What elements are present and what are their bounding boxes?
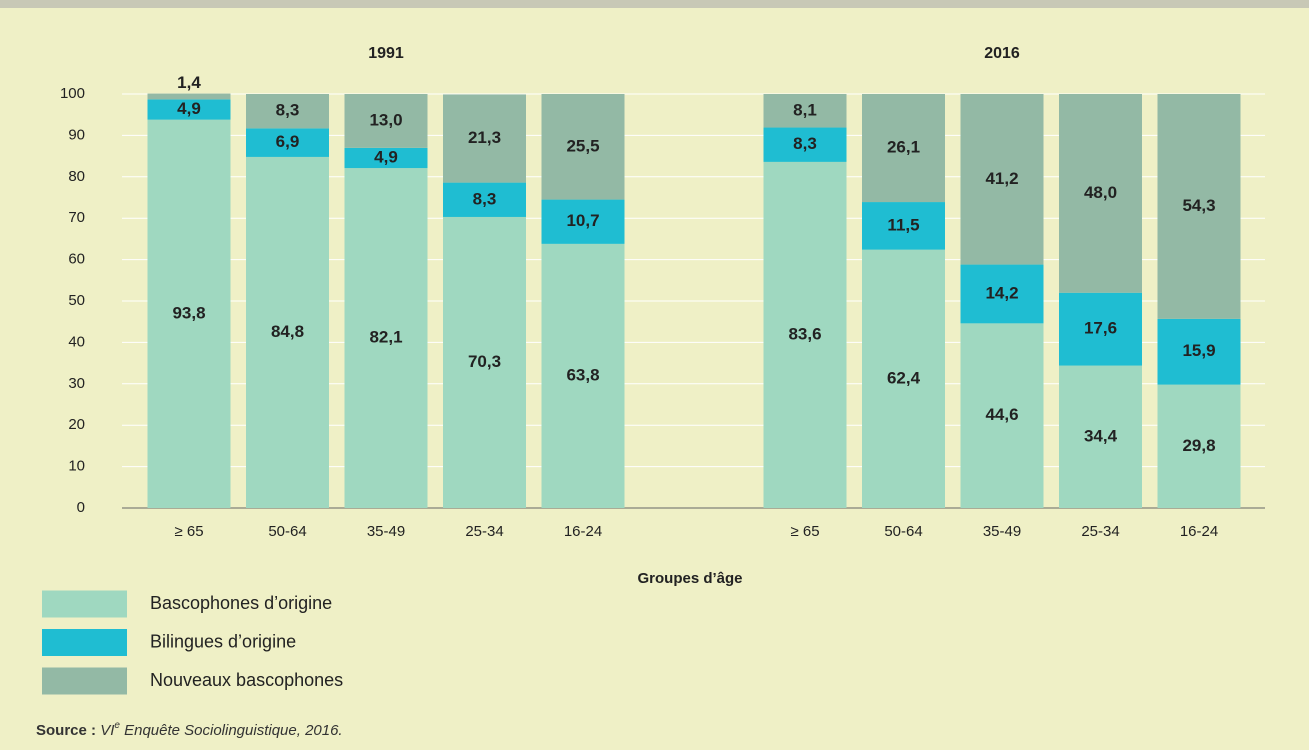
bar-segment [541, 243, 625, 509]
bar-segment [1157, 318, 1241, 385]
bar-segment [960, 94, 1044, 265]
value-label: 44,6 [985, 405, 1018, 424]
value-label: 26,1 [887, 138, 920, 157]
top-band [0, 0, 1309, 8]
value-label: 13,0 [369, 110, 402, 129]
value-label: 17,6 [1084, 319, 1117, 338]
bar-segment [344, 147, 428, 169]
y-tick-label: 30 [68, 375, 85, 392]
legend-swatch [42, 629, 127, 656]
value-label: 70,3 [468, 352, 501, 371]
source-text: Enquête Sociolinguistique, 2016. [120, 722, 343, 739]
bar-segment [541, 94, 625, 200]
bar-segment [1059, 365, 1142, 508]
value-label: 8,1 [793, 100, 817, 119]
bar-segment [443, 94, 526, 183]
y-tick-label: 20 [68, 416, 85, 433]
source-sup: e [114, 720, 120, 731]
bar-segment [763, 127, 847, 162]
bar-segment [1059, 94, 1142, 293]
bar-segment [147, 93, 231, 100]
bar-segment [147, 99, 231, 120]
y-tick-label: 40 [68, 333, 85, 350]
value-label: 84,8 [271, 322, 304, 341]
value-label: 1,4 [177, 73, 201, 92]
bar-segment [862, 94, 945, 203]
legend-swatch [42, 667, 127, 695]
value-label: 6,9 [276, 132, 300, 151]
value-label: 25,5 [566, 136, 599, 155]
bar-segment [147, 119, 231, 508]
value-label: 62,4 [887, 368, 921, 387]
value-label: 83,6 [788, 324, 821, 343]
group-title: 1991 [368, 45, 404, 62]
value-label: 15,9 [1182, 341, 1215, 360]
bar-segment [541, 199, 625, 244]
value-label: 21,3 [468, 128, 501, 147]
bar-segment [246, 128, 329, 157]
bar-segment [1157, 94, 1241, 319]
x-tick-label: 25-34 [465, 523, 503, 540]
y-tick-label: 90 [68, 126, 85, 143]
y-tick-label: 80 [68, 168, 85, 185]
bar-segment [246, 94, 329, 129]
bar-segment [344, 168, 428, 508]
bar-segment [862, 202, 945, 250]
source: Source : VIe Enquête Sociolinguistique, … [36, 720, 343, 739]
y-tick-label: 10 [68, 458, 85, 475]
value-label: 93,8 [172, 303, 205, 322]
bar-segment [1059, 292, 1142, 366]
value-label: 41,2 [985, 169, 1018, 188]
value-label: 8,3 [793, 134, 817, 153]
value-label: 11,5 [887, 215, 919, 234]
x-tick-label: 25-34 [1081, 523, 1119, 540]
bar-segment [862, 249, 945, 508]
x-tick-label: 16-24 [564, 523, 602, 540]
x-tick-label: ≥ 65 [790, 523, 819, 540]
x-tick-label: 50-64 [268, 523, 306, 540]
value-label: 82,1 [369, 328, 402, 347]
value-label: 29,8 [1182, 436, 1215, 455]
bar-segment [246, 156, 329, 509]
value-label: 8,3 [276, 101, 300, 120]
value-label: 34,4 [1084, 426, 1118, 445]
bar-segment [763, 161, 847, 508]
value-label: 8,3 [473, 189, 497, 208]
bar-segment [960, 323, 1044, 508]
x-tick-label: 16-24 [1180, 523, 1218, 540]
source-label: Source : [36, 722, 96, 739]
bar-segment [443, 182, 526, 217]
bar-segment [443, 216, 526, 508]
y-tick-label: 50 [68, 292, 85, 309]
x-axis-title: Groupes d’âge [637, 570, 742, 587]
x-tick-label: 50-64 [884, 523, 922, 540]
value-label: 10,7 [566, 211, 599, 230]
legend-label: Bascophones d’origine [150, 593, 332, 613]
value-label: 48,0 [1084, 183, 1117, 202]
bar-segment [1157, 384, 1241, 508]
legend-label: Nouveaux bascophones [150, 670, 343, 690]
legend-swatch [42, 590, 127, 618]
value-label: 4,9 [374, 147, 398, 166]
x-tick-label: ≥ 65 [174, 523, 203, 540]
source-text: VI [100, 722, 114, 739]
bar-segment [960, 264, 1044, 324]
legend-label: Bilingues d’origine [150, 631, 296, 651]
group-title: 2016 [984, 45, 1020, 62]
value-label: 63,8 [566, 365, 599, 384]
bar-segment [344, 94, 428, 148]
y-tick-label: 0 [77, 499, 85, 516]
value-label: 54,3 [1182, 196, 1215, 215]
value-label: 4,9 [177, 99, 201, 118]
bar-segment [763, 94, 847, 128]
y-tick-label: 70 [68, 209, 85, 226]
x-tick-label: 35-49 [367, 523, 405, 540]
x-tick-label: 35-49 [983, 523, 1021, 540]
y-tick-label: 100 [60, 85, 85, 102]
value-label: 14,2 [985, 283, 1018, 302]
y-tick-label: 60 [68, 251, 85, 268]
